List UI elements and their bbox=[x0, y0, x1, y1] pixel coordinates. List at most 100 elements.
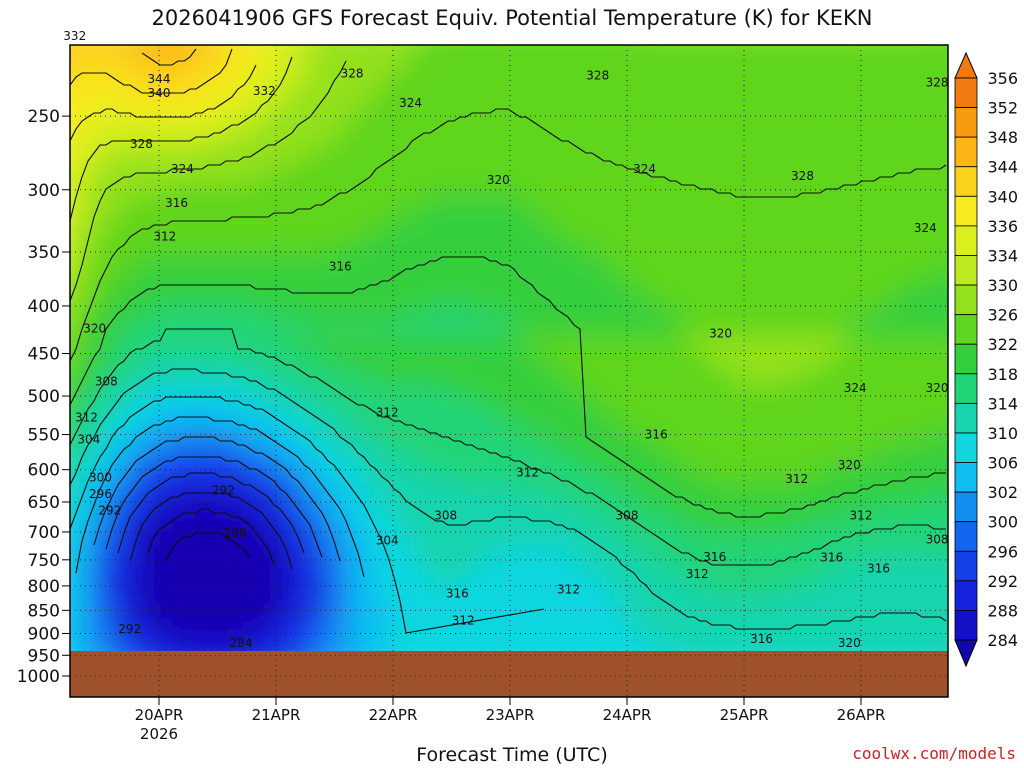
field-cell bbox=[74, 145, 87, 156]
field-cell bbox=[602, 115, 615, 126]
field-cell bbox=[314, 385, 327, 396]
field-cell bbox=[902, 285, 915, 296]
field-cell bbox=[590, 235, 603, 246]
field-cell bbox=[602, 165, 615, 176]
field-cell bbox=[458, 285, 471, 296]
field-cell bbox=[698, 625, 711, 636]
field-cell bbox=[74, 195, 87, 206]
field-cell bbox=[134, 175, 147, 186]
field-cell bbox=[902, 575, 915, 586]
field-cell bbox=[374, 465, 387, 476]
field-cell bbox=[830, 395, 843, 406]
field-cell bbox=[926, 315, 939, 326]
field-cell bbox=[98, 195, 111, 206]
field-cell bbox=[182, 455, 195, 466]
field-cell bbox=[746, 205, 759, 216]
field-cell bbox=[878, 435, 891, 446]
field-cell bbox=[842, 495, 855, 506]
field-cell bbox=[506, 65, 519, 76]
field-cell bbox=[482, 465, 495, 476]
field-cell bbox=[218, 325, 231, 336]
field-cell bbox=[134, 235, 147, 246]
field-cell bbox=[350, 345, 363, 356]
field-cell bbox=[638, 365, 651, 376]
field-cell bbox=[650, 635, 663, 646]
field-cell bbox=[374, 55, 387, 66]
field-cell bbox=[182, 545, 195, 556]
field-cell bbox=[758, 215, 771, 226]
field-cell bbox=[86, 385, 99, 396]
field-cell bbox=[734, 245, 747, 256]
field-cell bbox=[806, 285, 819, 296]
field-cell bbox=[842, 165, 855, 176]
field-cell bbox=[362, 635, 375, 646]
field-cell bbox=[686, 375, 699, 386]
field-cell bbox=[86, 575, 99, 586]
field-cell bbox=[314, 435, 327, 446]
field-cell bbox=[350, 605, 363, 616]
field-cell bbox=[194, 335, 207, 346]
field-cell bbox=[194, 325, 207, 336]
field-cell bbox=[674, 425, 687, 436]
field-cell bbox=[578, 205, 591, 216]
field-cell bbox=[782, 535, 795, 546]
field-cell bbox=[70, 535, 75, 546]
field-cell bbox=[230, 165, 243, 176]
field-cell bbox=[650, 165, 663, 176]
field-cell bbox=[110, 285, 123, 296]
field-cell bbox=[494, 245, 507, 256]
field-cell bbox=[710, 525, 723, 536]
field-cell bbox=[338, 55, 351, 66]
field-cell bbox=[494, 475, 507, 486]
field-cell bbox=[926, 295, 939, 306]
field-cell bbox=[146, 595, 159, 606]
field-cell bbox=[806, 175, 819, 186]
field-cell bbox=[278, 385, 291, 396]
field-cell bbox=[614, 85, 627, 96]
field-cell bbox=[482, 385, 495, 396]
field-cell bbox=[110, 195, 123, 206]
field-cell bbox=[182, 115, 195, 126]
field-cell bbox=[326, 495, 339, 506]
field-cell bbox=[122, 155, 135, 166]
field-cell bbox=[146, 195, 159, 206]
field-cell bbox=[422, 405, 435, 416]
field-cell bbox=[86, 565, 99, 576]
field-cell bbox=[662, 585, 675, 596]
field-cell bbox=[686, 215, 699, 226]
field-cell bbox=[686, 445, 699, 456]
field-cell bbox=[398, 445, 411, 456]
field-cell bbox=[890, 445, 903, 456]
field-cell bbox=[314, 615, 327, 626]
field-cell bbox=[230, 505, 243, 516]
field-cell bbox=[554, 595, 567, 606]
field-cell bbox=[70, 285, 75, 296]
field-cell bbox=[506, 515, 519, 526]
field-cell bbox=[626, 85, 639, 96]
field-cell bbox=[866, 55, 879, 66]
field-cell bbox=[206, 435, 219, 446]
field-cell bbox=[458, 175, 471, 186]
field-cell bbox=[314, 555, 327, 566]
field-cell bbox=[338, 565, 351, 576]
field-cell bbox=[722, 195, 735, 206]
field-cell bbox=[494, 295, 507, 306]
field-cell bbox=[674, 645, 687, 651]
field-cell bbox=[434, 165, 447, 176]
field-cell bbox=[590, 455, 603, 466]
field-cell bbox=[818, 425, 831, 436]
field-cell bbox=[554, 195, 567, 206]
field-cell bbox=[710, 615, 723, 626]
field-cell bbox=[518, 295, 531, 306]
field-cell bbox=[314, 525, 327, 536]
field-cell bbox=[194, 635, 207, 646]
field-cell bbox=[842, 325, 855, 336]
field-cell bbox=[86, 375, 99, 386]
field-cell bbox=[146, 265, 159, 276]
field-cell bbox=[662, 635, 675, 646]
field-cell bbox=[398, 545, 411, 556]
field-cell bbox=[578, 515, 591, 526]
field-cell bbox=[926, 165, 939, 176]
field-cell bbox=[458, 455, 471, 466]
field-cell bbox=[842, 555, 855, 566]
